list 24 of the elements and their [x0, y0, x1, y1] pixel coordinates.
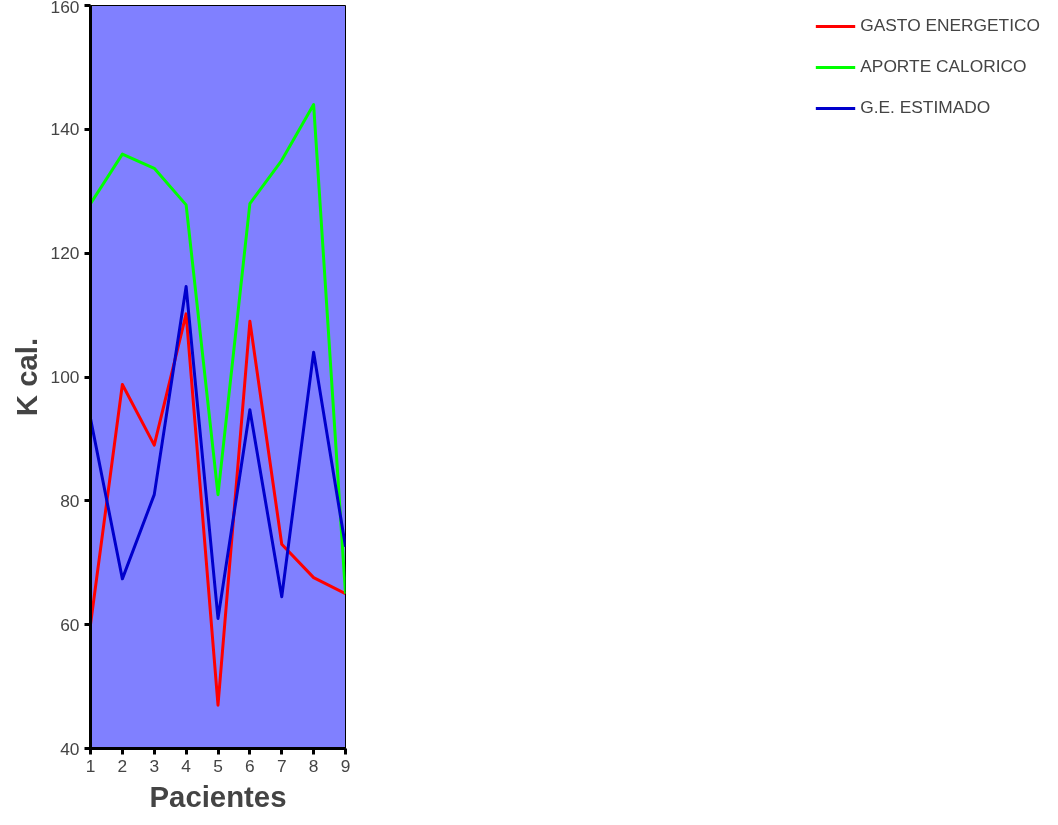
line-series — [90, 312, 346, 707]
x-axis-title: Pacientes — [149, 779, 287, 813]
x-tick-label: 3 — [149, 755, 160, 776]
x-tick-label: 8 — [308, 755, 319, 776]
x-tick-label: 4 — [181, 755, 192, 776]
legend-label: APORTE CALORICO — [860, 56, 1027, 77]
legend-label: G.E. ESTIMADO — [860, 97, 991, 118]
y-tick-label: 80 — [60, 490, 80, 511]
x-tick-label: 2 — [117, 755, 128, 776]
y-tick-label: 100 — [50, 367, 80, 387]
line-series — [90, 285, 346, 620]
x-tick-label: 5 — [213, 755, 223, 776]
x-tick-label: 9 — [340, 755, 351, 776]
y-tick-label: 160 — [50, 0, 80, 17]
y-tick-label: 40 — [60, 738, 80, 759]
y-axis-title: K cal. — [9, 337, 43, 417]
y-tick-label: 120 — [50, 243, 80, 264]
line-series — [90, 103, 346, 596]
y-tick-label: 140 — [50, 119, 80, 140]
y-tick-label: 60 — [60, 614, 80, 635]
x-tick-label: 6 — [245, 755, 255, 776]
x-tick-label: 7 — [276, 755, 287, 776]
legend-label: GASTO ENERGETICO — [860, 15, 1040, 36]
x-tick-label: 1 — [85, 755, 96, 776]
